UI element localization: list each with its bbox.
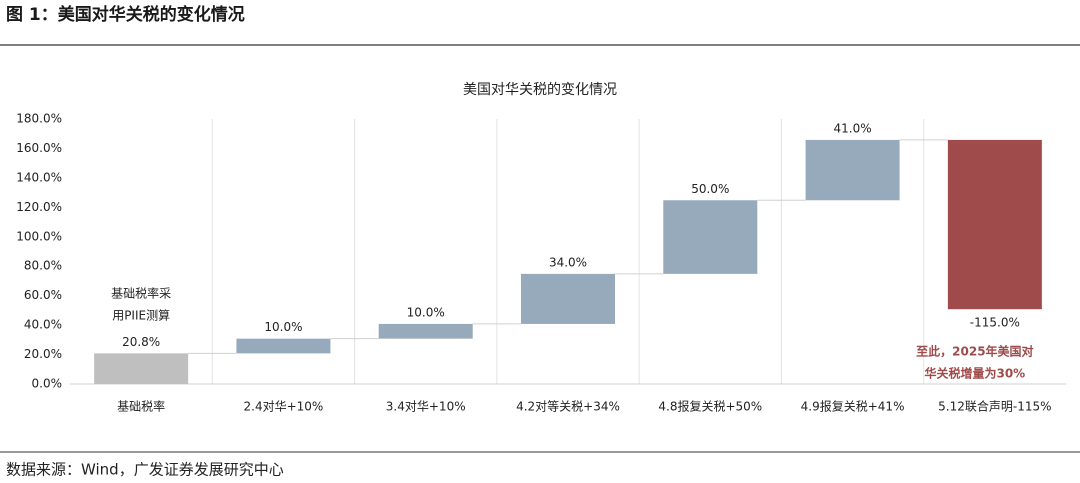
y-tick-label: 180.0% (16, 112, 62, 126)
y-tick-label: 20.0% (24, 347, 62, 361)
y-tick-label: 120.0% (16, 200, 62, 214)
x-tick-label: 4.8报复关税+50% (658, 399, 762, 414)
chart-title: 美国对华关税的变化情况 (463, 82, 617, 98)
y-tick-label: 140.0% (16, 170, 62, 184)
y-tick-label: 40.0% (24, 318, 62, 332)
x-tick-label: 基础税率 (117, 399, 165, 414)
x-tick-label: 5.12联合声明-115% (938, 399, 1051, 414)
annotation: 用PIIE测算 (112, 308, 170, 323)
annotation: 至此，2025年美国对 (916, 344, 1033, 359)
annotation: 华关税增量为30% (924, 366, 1025, 381)
data-label: 20.8% (122, 335, 160, 349)
x-tick-label: 4.9报复关税+41% (801, 399, 905, 414)
bar (947, 139, 1042, 310)
source: 数据来源：Wind，广发证券发展研究中心 (6, 461, 284, 479)
data-label: 41.0% (834, 121, 872, 135)
data-label: 50.0% (691, 182, 729, 196)
data-label: 34.0% (549, 255, 587, 269)
y-tick-label: 80.0% (24, 259, 62, 273)
x-tick-label: 4.2对等关税+34% (516, 400, 620, 414)
bar (94, 353, 189, 384)
y-tick-label: 100.0% (16, 229, 62, 243)
data-label: 10.0% (407, 305, 445, 319)
x-tick-label: 3.4对华+10% (386, 400, 466, 414)
data-label: -115.0% (970, 316, 1020, 330)
bar (378, 323, 473, 339)
figure-title: 图 1：美国对华关税的变化情况 (6, 4, 245, 25)
bar (805, 139, 900, 201)
bar (236, 338, 331, 354)
bar (663, 200, 758, 274)
bar (521, 273, 615, 324)
data-label: 10.0% (264, 320, 302, 334)
annotation: 基础税率采 (111, 286, 171, 301)
y-tick-label: 0.0% (32, 377, 63, 391)
y-tick-label: 60.0% (24, 288, 62, 302)
x-tick-label: 2.4对华+10% (244, 400, 324, 414)
y-tick-label: 160.0% (16, 141, 62, 155)
